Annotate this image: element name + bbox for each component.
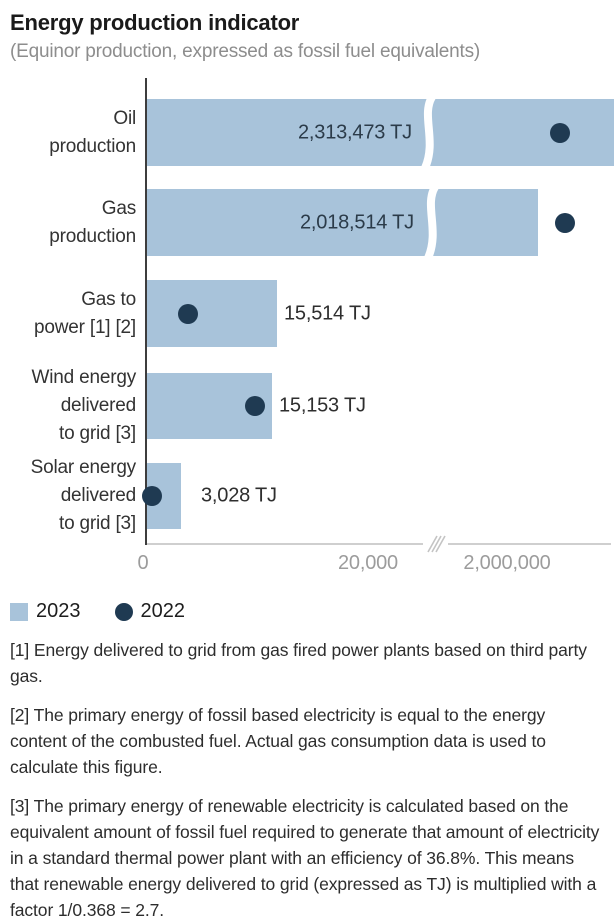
category-label: Gas to power [1] [2] (34, 288, 136, 338)
legend-2022-circle-swatch (114, 602, 133, 621)
chart-row-wind-energy: Wind energy delivered to grid [3] 15,153… (0, 367, 614, 444)
value-label-2023: 2,018,514 TJ (300, 211, 414, 233)
dot-2022-wind (245, 396, 265, 416)
value-label-2023: 15,514 TJ (284, 302, 371, 324)
chart-row-oil-production: Oil production 2,313,473 TJ (0, 99, 614, 166)
dot-2022-gas (555, 212, 575, 233)
bar-2023-gas-to-power (147, 280, 277, 347)
legend-2022-label: 2022 (140, 600, 186, 622)
bar-chart: Oil production 2,313,473 TJ Gas producti… (0, 78, 614, 584)
legend-2023-square-swatch (10, 602, 28, 621)
y-axis-line (145, 78, 147, 545)
footnote-2: [2] The primary energy of fossil based e… (10, 705, 546, 777)
category-label: Oil production (49, 107, 136, 157)
axis-break-slashes-icon (427, 535, 446, 553)
category-label: Wind energy delivered to grid [3] (31, 367, 137, 444)
chart-row-gas-to-power: Gas to power [1] [2] 15,514 TJ (0, 280, 614, 347)
dot-2022-oil (550, 122, 570, 143)
value-label-2023: 3,028 TJ (201, 484, 277, 507)
chart-header: Energy production indicator (Equinor pro… (0, 0, 614, 63)
chart-legend: 2023 2022 (10, 600, 614, 623)
legend-2023-label: 2023 (36, 600, 81, 622)
value-label-2023: 2,313,473 TJ (298, 121, 412, 143)
footnote-1: [1] Energy delivered to grid from gas fi… (10, 640, 587, 686)
value-label-2023: 15,153 TJ (279, 394, 366, 417)
x-axis-line-left (147, 543, 423, 545)
x-tick-20000: 20,000 (338, 552, 398, 574)
bar-2023-gas (147, 189, 538, 256)
bar-break-wave-icon (421, 99, 436, 166)
category-label: Gas production (49, 197, 136, 247)
bar-2023-oil (147, 99, 614, 166)
bar-break-wave-icon (424, 189, 439, 256)
footnote-3: [3] The primary energy of renewable elec… (10, 796, 600, 917)
dot-2022-solar (142, 486, 162, 506)
x-tick-0: 0 (137, 552, 149, 574)
x-tick-2000000: 2,000,000 (463, 552, 551, 574)
x-axis-line-right (448, 543, 611, 545)
chart-row-solar-energy: Solar energy delivered to grid [3] 3,028… (0, 457, 614, 534)
footnotes-section: [1] Energy delivered to grid from gas fi… (0, 623, 614, 917)
dot-2022-gas-to-power (178, 303, 198, 324)
chart-subtitle: (Equinor production, expressed as fossil… (10, 41, 480, 62)
category-label: Solar energy delivered to grid [3] (30, 457, 137, 534)
chart-title: Energy production indicator (10, 10, 300, 35)
chart-row-gas-production: Gas production 2,018,514 TJ (0, 189, 614, 256)
